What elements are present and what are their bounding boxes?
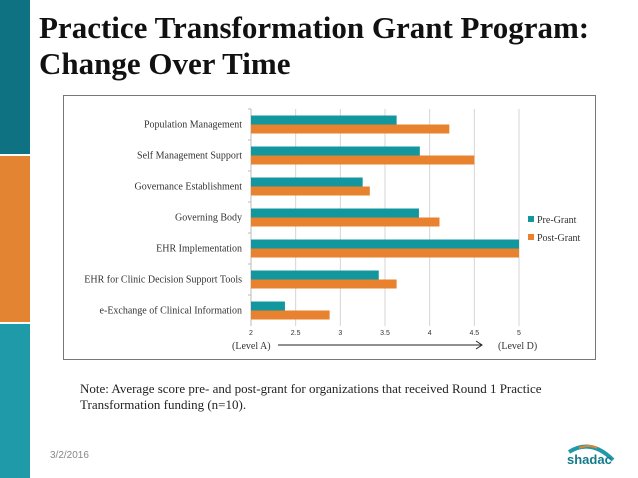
bar-pre-grant: [251, 239, 519, 249]
category-label: EHR for Clinic Decision Support Tools: [84, 275, 242, 286]
axis-right-label: (Level D): [498, 341, 537, 352]
bar-post-grant: [251, 186, 370, 196]
bar-post-grant: [251, 248, 519, 258]
bar-post-grant: [251, 279, 397, 289]
legend-label: Post-Grant: [537, 233, 581, 244]
chart-note: Note: Average score pre- and post-grant …: [80, 381, 542, 412]
x-tick-label: 4: [428, 330, 432, 337]
title-line-2: Change Over Time: [39, 46, 291, 81]
category-label: Governing Body: [175, 213, 242, 224]
legend-label: Pre-Grant: [537, 215, 577, 226]
category-label: e-Exchange of Clinical Information: [100, 306, 242, 317]
bar-post-grant: [251, 217, 440, 227]
slide-date: 3/2/2016: [50, 450, 89, 461]
x-tick-label: 2: [249, 330, 253, 337]
bar-pre-grant: [251, 208, 419, 218]
x-tick-label: 2.5: [291, 330, 301, 337]
category-label: Population Management: [144, 120, 242, 131]
shadac-logo: shadac: [567, 444, 615, 467]
x-tick-label: 3: [338, 330, 342, 337]
bar-pre-grant: [251, 270, 379, 280]
bar-pre-grant: [251, 146, 420, 156]
legend-swatch: [528, 234, 534, 240]
x-tick-label: 5: [517, 330, 521, 337]
bar-pre-grant: [251, 115, 397, 125]
slide-title: Practice Transformation Grant Program: Ch…: [39, 10, 589, 82]
accent-strip-top: [0, 0, 30, 154]
category-label: EHR Implementation: [156, 244, 242, 255]
accent-strip-middle: [0, 156, 30, 322]
arrow-right-icon: [475, 340, 483, 350]
title-line-1: Practice Transformation Grant Program:: [39, 10, 590, 45]
chart-frame: 2 2.5 3 3.5 4 4.5 5 Population Management Self M…: [63, 95, 596, 360]
logo-wordmark: shadac: [567, 452, 612, 467]
bar-post-grant: [251, 155, 475, 165]
bar-pre-grant: [251, 301, 285, 311]
accent-strip-bottom: [0, 324, 30, 478]
x-tick-label: 3.5: [380, 330, 390, 337]
bar-post-grant: [251, 310, 330, 320]
axis-left-label: (Level A): [232, 341, 271, 352]
bar-post-grant: [251, 124, 450, 134]
x-tick-label: 4.5: [469, 330, 479, 337]
legend-swatch: [528, 216, 534, 222]
category-label: Self Management Support: [137, 151, 242, 162]
category-label: Governance Establishment: [135, 182, 243, 193]
bar-chart: 2 2.5 3 3.5 4 4.5 5 Population Management Self M…: [84, 108, 581, 352]
bar-pre-grant: [251, 177, 363, 187]
